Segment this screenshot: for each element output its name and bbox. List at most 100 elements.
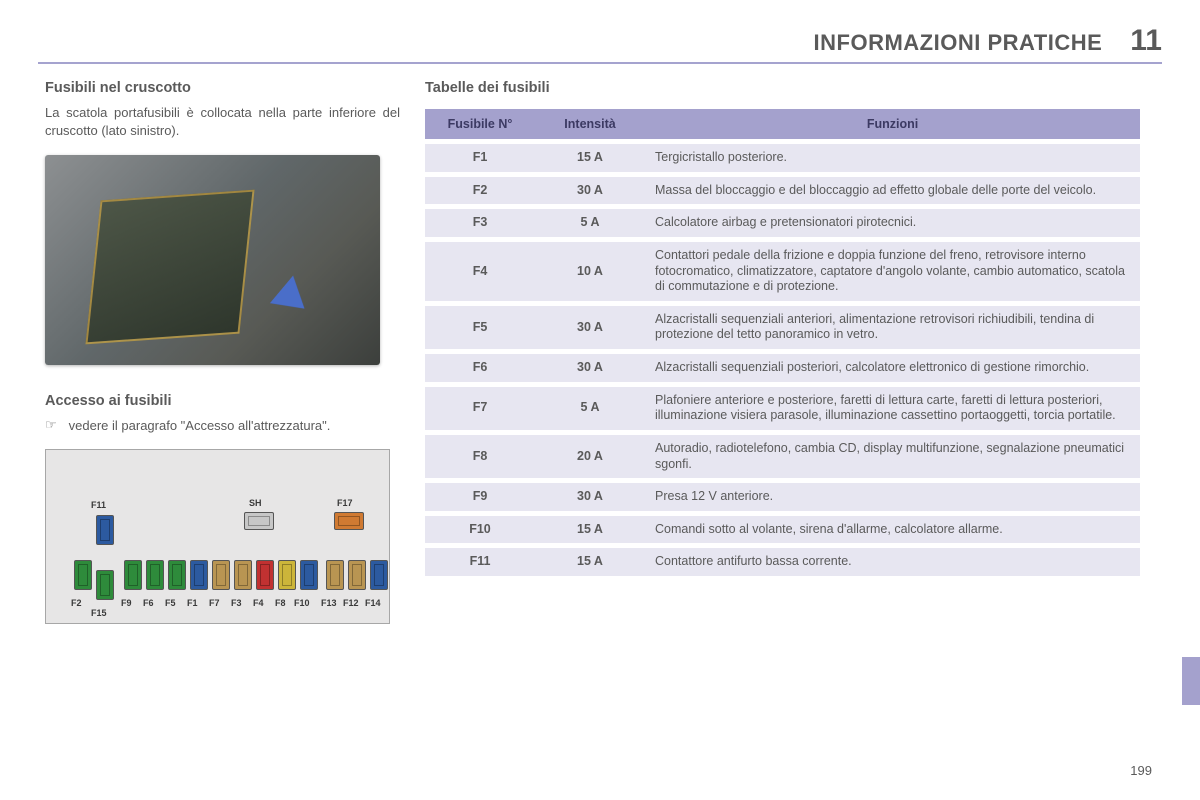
cell-amp: 5 A xyxy=(535,209,645,237)
table-row: F410 AContattori pedale della frizione e… xyxy=(425,242,1140,301)
cell-amp: 15 A xyxy=(535,548,645,576)
cell-amp: 10 A xyxy=(535,242,645,301)
chapter-number: 11 xyxy=(1130,24,1162,58)
table-header-row: Fusibile N° Intensità Funzioni xyxy=(425,109,1140,139)
fuse-label: F3 xyxy=(231,598,242,608)
bullet-row: ☞ vedere il paragrafo "Accesso all'attre… xyxy=(45,417,400,435)
fuse-slot xyxy=(96,515,114,545)
fuse-label: F10 xyxy=(294,598,310,608)
title-rule xyxy=(38,62,1162,64)
fuse-slot xyxy=(348,560,366,590)
fusebox-photo xyxy=(45,155,380,365)
cell-func: Massa del bloccaggio e del bloccaggio ad… xyxy=(645,177,1140,205)
cell-func: Alzacristalli sequenziali posteriori, ca… xyxy=(645,354,1140,382)
bullet-text: vedere il paragrafo "Accesso all'attrezz… xyxy=(69,417,400,435)
cell-fuse: F9 xyxy=(425,483,535,511)
cell-fuse: F5 xyxy=(425,306,535,349)
fuse-label: F8 xyxy=(275,598,286,608)
th-fuse: Fusibile N° xyxy=(425,109,535,139)
fuse-label: F13 xyxy=(321,598,337,608)
fuse-slot xyxy=(326,560,344,590)
fuse-slot xyxy=(234,560,252,590)
fuse-label: F5 xyxy=(165,598,176,608)
fuse-table: Fusibile N° Intensità Funzioni F115 ATer… xyxy=(425,104,1140,581)
cell-amp: 15 A xyxy=(535,516,645,544)
fuse-diagram: F2 F15 F11 F9 F6 F5 F1 F7 F3 F4 F8 F10 F13 F12 F14 SH F1… xyxy=(45,449,390,624)
table-row: F1015 AComandi sotto al volante, sirena … xyxy=(425,516,1140,544)
fuse-label: F14 xyxy=(365,598,381,608)
cell-func: Alzacristalli sequenziali anteriori, ali… xyxy=(645,306,1140,349)
fuse-slot xyxy=(124,560,142,590)
cell-fuse: F4 xyxy=(425,242,535,301)
table-row: F75 APlafoniere anteriore e posteriore, … xyxy=(425,387,1140,430)
cell-fuse: F7 xyxy=(425,387,535,430)
fuse-slot xyxy=(370,560,388,590)
table-row: F115 ATergicristallo posteriore. xyxy=(425,144,1140,172)
th-amp: Intensità xyxy=(535,109,645,139)
subheading-accesso: Accesso ai fusibili xyxy=(45,393,400,409)
table-row: F530 AAlzacristalli sequenziali anterior… xyxy=(425,306,1140,349)
fuse-label: F6 xyxy=(143,598,154,608)
page-title: INFORMAZIONI PRATICHE xyxy=(814,30,1103,56)
subheading-fusibili: Fusibili nel cruscotto xyxy=(45,80,400,96)
intro-text: La scatola portafusibili è collocata nel… xyxy=(45,104,400,139)
header-row: INFORMAZIONI PRATICHE 11 xyxy=(814,24,1162,58)
right-column: Tabelle dei fusibili Fusibile N° Intensi… xyxy=(425,80,1140,581)
arrow-icon xyxy=(270,276,316,323)
table-row: F930 APresa 12 V anteriore. xyxy=(425,483,1140,511)
fuse-slot xyxy=(278,560,296,590)
cell-amp: 30 A xyxy=(535,354,645,382)
cell-fuse: F11 xyxy=(425,548,535,576)
cell-amp: 30 A xyxy=(535,177,645,205)
fuse-label: F7 xyxy=(209,598,220,608)
left-column: Fusibili nel cruscotto La scatola portaf… xyxy=(45,80,400,624)
fuse-label: F12 xyxy=(343,598,359,608)
cell-func: Calcolatore airbag e pretensionatori pir… xyxy=(645,209,1140,237)
fuse-slot xyxy=(146,560,164,590)
cell-amp: 15 A xyxy=(535,144,645,172)
cell-fuse: F3 xyxy=(425,209,535,237)
fuse-slot xyxy=(244,512,274,530)
cell-func: Contattori pedale della frizione e doppi… xyxy=(645,242,1140,301)
cell-amp: 30 A xyxy=(535,483,645,511)
fuse-slot xyxy=(96,570,114,600)
page-number: 199 xyxy=(1130,763,1152,778)
cell-amp: 30 A xyxy=(535,306,645,349)
table-row: F630 AAlzacristalli sequenziali posterio… xyxy=(425,354,1140,382)
cell-func: Autoradio, radiotelefono, cambia CD, dis… xyxy=(645,435,1140,478)
fuse-label: F17 xyxy=(337,498,353,508)
cell-fuse: F2 xyxy=(425,177,535,205)
fuse-label: F15 xyxy=(91,608,107,618)
side-tab xyxy=(1182,657,1200,705)
table-row: F35 ACalcolatore airbag e pretensionator… xyxy=(425,209,1140,237)
fuse-label: F2 xyxy=(71,598,82,608)
cell-fuse: F8 xyxy=(425,435,535,478)
fuse-slot xyxy=(190,560,208,590)
cell-fuse: F10 xyxy=(425,516,535,544)
table-title: Tabelle dei fusibili xyxy=(425,80,1140,96)
fuse-slot xyxy=(212,560,230,590)
bullet-symbol: ☞ xyxy=(45,417,57,435)
fuse-label: F4 xyxy=(253,598,264,608)
cell-func: Plafoniere anteriore e posteriore, faret… xyxy=(645,387,1140,430)
cell-fuse: F1 xyxy=(425,144,535,172)
fuse-slot xyxy=(334,512,364,530)
fuse-slot xyxy=(256,560,274,590)
cell-amp: 5 A xyxy=(535,387,645,430)
cell-func: Contattore antifurto bassa corrente. xyxy=(645,548,1140,576)
table-row: F230 AMassa del bloccaggio e del bloccag… xyxy=(425,177,1140,205)
cell-fuse: F6 xyxy=(425,354,535,382)
fuse-slot xyxy=(168,560,186,590)
fuse-slot xyxy=(74,560,92,590)
cell-func: Presa 12 V anteriore. xyxy=(645,483,1140,511)
fuse-label: F1 xyxy=(187,598,198,608)
table-row: F1115 AContattore antifurto bassa corren… xyxy=(425,548,1140,576)
cell-func: Tergicristallo posteriore. xyxy=(645,144,1140,172)
fuse-label: F11 xyxy=(91,500,106,510)
fuse-label: F9 xyxy=(121,598,132,608)
fuse-slot xyxy=(300,560,318,590)
fuse-label: SH xyxy=(249,498,262,508)
cell-amp: 20 A xyxy=(535,435,645,478)
th-func: Funzioni xyxy=(645,109,1140,139)
cell-func: Comandi sotto al volante, sirena d'allar… xyxy=(645,516,1140,544)
